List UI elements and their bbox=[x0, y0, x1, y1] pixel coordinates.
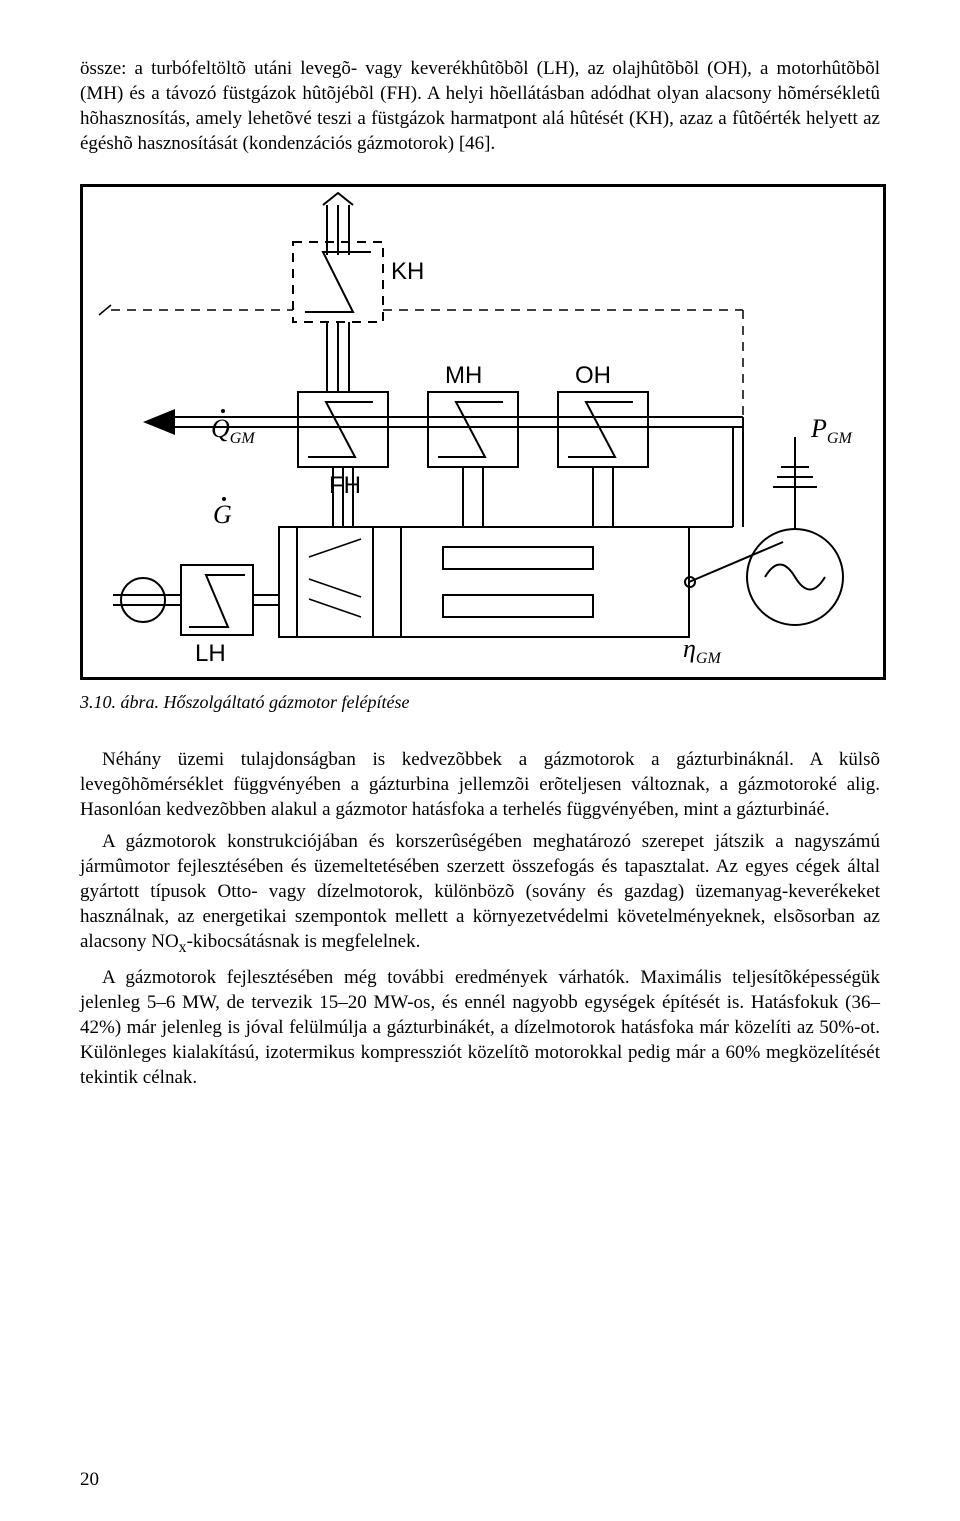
label-lh: LH bbox=[195, 640, 226, 667]
label-eta-gm: ηGM bbox=[683, 634, 722, 667]
figure-frame: KH MH bbox=[80, 184, 886, 680]
paragraph-3b: -kibocsátásnak is megfelelnek. bbox=[187, 931, 421, 952]
label-mh: MH bbox=[445, 362, 482, 389]
figure-caption: 3.10. ábra. Hőszolgáltató gázmotor felép… bbox=[80, 692, 880, 713]
label-oh: OH bbox=[575, 362, 611, 389]
paragraph-1: össze: a turbófeltöltõ utáni levegõ- vag… bbox=[80, 56, 880, 156]
paragraph-3: A gázmotorok konstrukciójában és korszer… bbox=[80, 829, 880, 959]
label-pgm: PGM bbox=[810, 414, 853, 447]
label-qgm: QGM bbox=[211, 414, 256, 447]
label-kh: KH bbox=[391, 258, 424, 285]
page-number: 20 bbox=[80, 1469, 99, 1491]
gas-engine-diagram: KH MH bbox=[83, 187, 883, 677]
paragraph-2: Néhány üzemi tulajdonságban is kedvezõbb… bbox=[80, 747, 880, 822]
paragraph-4: A gázmotorok fejlesztésében még további … bbox=[80, 965, 880, 1090]
label-g: G bbox=[213, 500, 232, 529]
page: össze: a turbófeltöltõ utáni levegõ- vag… bbox=[0, 0, 960, 1521]
subscript-x: x bbox=[179, 939, 187, 956]
